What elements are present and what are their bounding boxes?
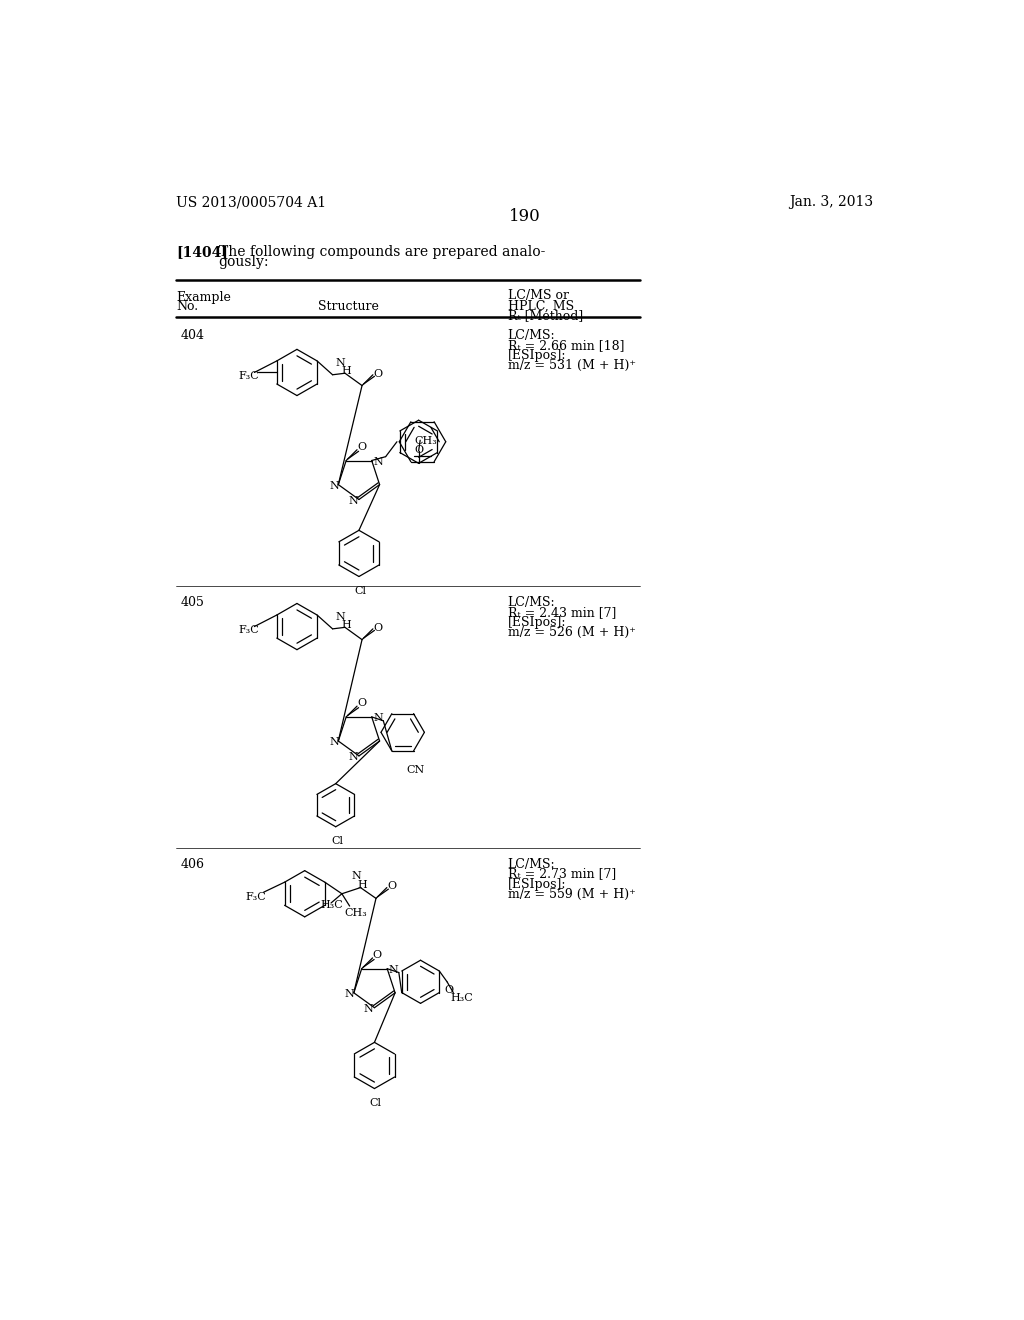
Text: N: N: [352, 871, 361, 880]
Text: CH₃: CH₃: [344, 908, 367, 917]
Text: O: O: [357, 442, 367, 451]
Text: H: H: [341, 619, 351, 630]
Text: No.: No.: [176, 300, 199, 313]
Text: LC/MS or: LC/MS or: [508, 289, 568, 302]
Text: 190: 190: [509, 209, 541, 226]
Text: Cl: Cl: [354, 586, 367, 595]
Text: H₃C: H₃C: [451, 993, 473, 1003]
Text: F₃C: F₃C: [238, 626, 259, 635]
Text: HPLC, MS: HPLC, MS: [508, 300, 573, 313]
Text: N: N: [389, 965, 398, 975]
Text: m/z = 559 (M + H)⁺: m/z = 559 (M + H)⁺: [508, 887, 636, 900]
Text: N: N: [336, 358, 345, 368]
Text: US 2013/0005704 A1: US 2013/0005704 A1: [176, 195, 327, 210]
Text: H: H: [341, 366, 351, 375]
Text: H₃C: H₃C: [321, 900, 343, 909]
Text: N: N: [348, 496, 357, 506]
Text: The following compounds are prepared analo-: The following compounds are prepared ana…: [219, 244, 545, 259]
Text: CH₃: CH₃: [414, 436, 436, 446]
Text: N: N: [336, 612, 345, 622]
Text: N: N: [329, 480, 339, 491]
Text: O: O: [415, 445, 424, 455]
Text: LC/MS:: LC/MS:: [508, 595, 555, 609]
Text: 406: 406: [180, 858, 205, 871]
Text: m/z = 531 (M + H)⁺: m/z = 531 (M + H)⁺: [508, 359, 636, 372]
Text: [ESIpos]:: [ESIpos]:: [508, 350, 566, 363]
Text: [ESIpos]:: [ESIpos]:: [508, 878, 566, 891]
Text: F₃C: F₃C: [246, 892, 266, 902]
Text: O: O: [373, 950, 382, 960]
Text: Rₜ [Method]: Rₜ [Method]: [508, 309, 583, 322]
Text: O: O: [374, 623, 383, 632]
Text: 405: 405: [180, 595, 205, 609]
Text: F₃C: F₃C: [238, 371, 259, 381]
Text: Jan. 3, 2013: Jan. 3, 2013: [790, 195, 873, 210]
Text: H: H: [357, 880, 368, 890]
Text: O: O: [357, 698, 367, 709]
Text: N: N: [364, 1003, 374, 1014]
Text: Cl: Cl: [370, 1098, 382, 1107]
Text: Rₜ = 2.73 min [7]: Rₜ = 2.73 min [7]: [508, 867, 616, 880]
Text: Example: Example: [176, 290, 231, 304]
Text: N: N: [374, 457, 383, 467]
Text: N: N: [348, 752, 357, 762]
Text: Cl: Cl: [331, 836, 343, 846]
Text: N: N: [374, 713, 383, 723]
Text: N: N: [344, 989, 354, 999]
Text: O: O: [374, 368, 383, 379]
Text: CN: CN: [407, 764, 425, 775]
Text: O: O: [444, 985, 453, 995]
Text: O: O: [388, 882, 396, 891]
Text: Structure: Structure: [317, 300, 379, 313]
Text: [ESIpos]:: [ESIpos]:: [508, 615, 566, 628]
Text: N: N: [329, 737, 339, 747]
Text: Rₜ = 2.43 min [7]: Rₜ = 2.43 min [7]: [508, 606, 616, 619]
Text: 404: 404: [180, 330, 205, 342]
Text: gously:: gously:: [219, 256, 269, 269]
Text: LC/MS:: LC/MS:: [508, 858, 555, 871]
Text: m/z = 526 (M + H)⁺: m/z = 526 (M + H)⁺: [508, 626, 636, 639]
Text: [1404]: [1404]: [176, 244, 228, 259]
Text: LC/MS:: LC/MS:: [508, 330, 555, 342]
Text: Rₜ = 2.66 min [18]: Rₜ = 2.66 min [18]: [508, 339, 625, 352]
